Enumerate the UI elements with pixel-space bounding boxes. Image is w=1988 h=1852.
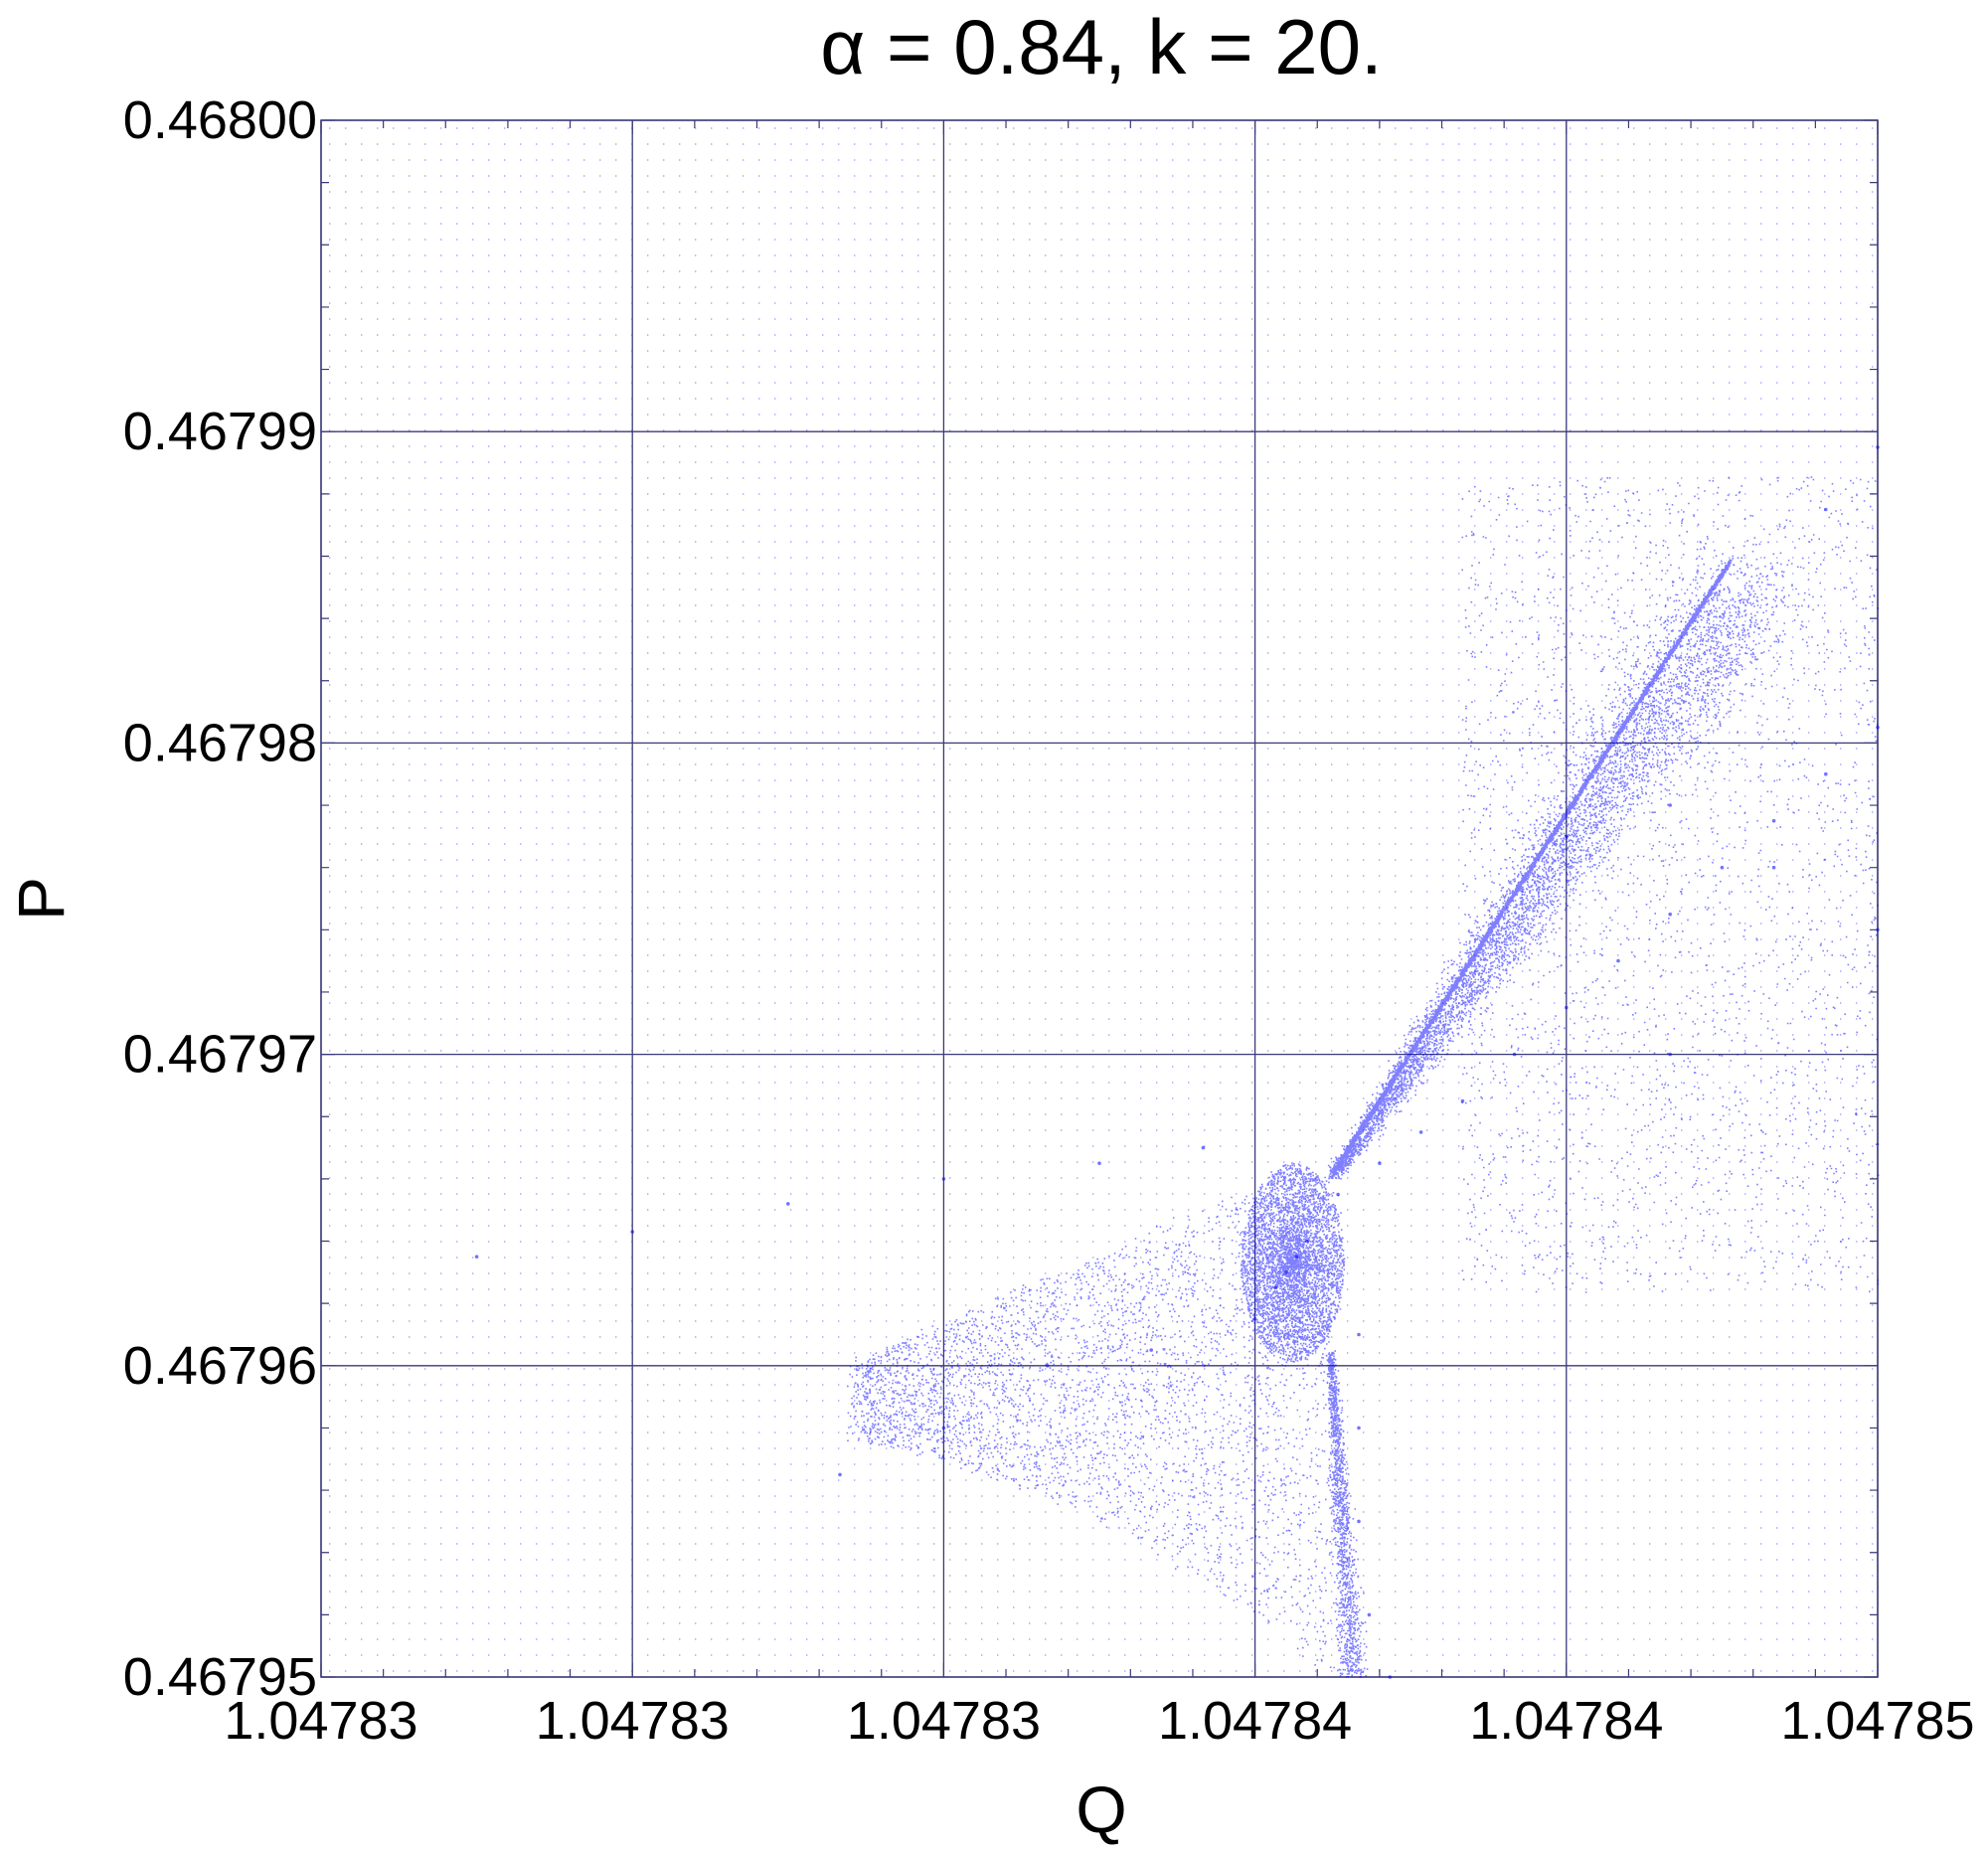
background-dot-lattice [329,127,1874,1672]
data-point [1388,1675,1393,1679]
y-tick-label: 0.46796 [123,1336,317,1396]
data-point [630,1230,634,1234]
data-point [838,1472,842,1477]
data-point [1824,771,1828,776]
x-tick-label: 1.04784 [1469,1691,1663,1751]
data-point [1616,958,1620,963]
plot-area [320,119,1879,1678]
data-point [941,1177,946,1181]
data-point [1418,1130,1423,1134]
data-point [1367,1612,1372,1617]
x-tick-label: 1.04784 [1158,1691,1352,1751]
dot-lattice [329,127,1874,1672]
data-point [1668,803,1672,807]
grid-lines [320,119,1879,1678]
data-point [474,1255,479,1259]
scatter-texture [846,476,1880,1678]
data-point [786,1202,790,1206]
y-tick-label: 0.46797 [123,1025,317,1085]
data-point [1876,927,1880,932]
data-point [1771,818,1776,823]
minor-ticks [320,119,1879,1678]
x-tick-label: 1.04783 [847,1691,1041,1751]
x-tick-label: 1.04783 [536,1691,730,1751]
data-point [1357,1332,1361,1337]
y-tick-label: 0.46799 [123,402,317,461]
data-points [474,445,1880,1679]
chart-title: α = 0.84, k = 20. [820,3,1382,90]
data-point [1378,1161,1382,1165]
data-point [1771,865,1776,870]
data-point [1668,1052,1672,1057]
data-point [1824,507,1828,512]
tick-labels: 1.04783 1.04783 1.04783 1.04784 1.04784 1.047… [123,90,1975,1751]
x-tick-label: 1.04785 [1780,1691,1974,1751]
data-point [1720,865,1725,870]
data-point [1565,1005,1569,1010]
y-tick-label: 0.46800 [123,90,317,150]
x-tick-label: 1.04783 [224,1691,417,1751]
data-point [1512,1052,1517,1057]
data-point [1149,1348,1153,1352]
data-point [1357,1426,1361,1431]
data-point [1668,912,1672,917]
data-point [1876,445,1880,449]
data-point [941,1426,946,1431]
data-point [1876,725,1880,730]
data-point [1097,1161,1101,1165]
data-point [1201,1145,1206,1150]
y-tick-label: 0.46798 [123,713,317,772]
minor-tick-marks [320,119,1879,1678]
x-axis-label: Q [1076,1772,1126,1846]
data-point [1357,1519,1361,1524]
y-tick-label: 0.46795 [123,1647,317,1707]
y-axis-label: P [4,877,78,921]
